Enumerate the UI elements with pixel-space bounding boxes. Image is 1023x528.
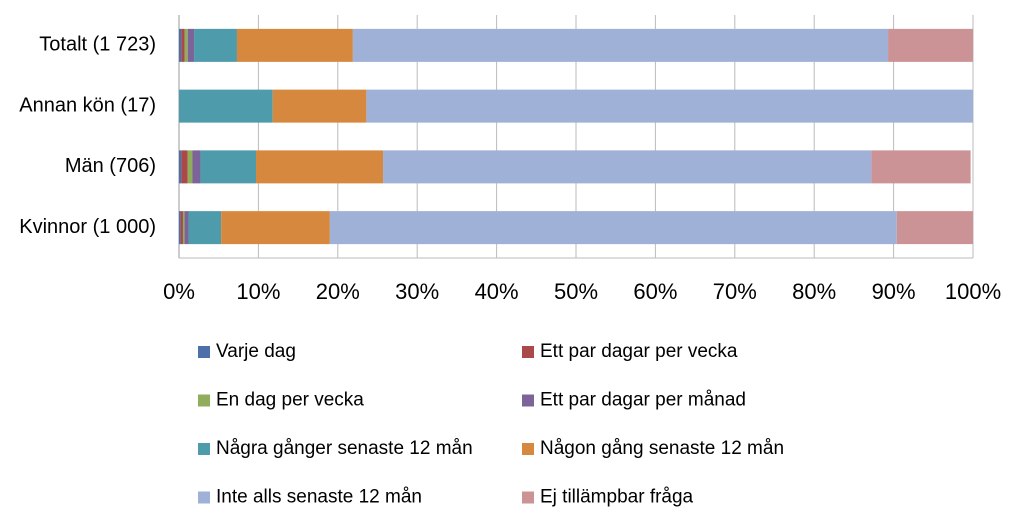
bar-segment <box>352 28 889 62</box>
bar-segment <box>184 28 188 62</box>
y-tick-label: Totalt (1 723) <box>39 34 156 56</box>
bar-segment <box>181 28 185 62</box>
x-tick-label: 10% <box>236 279 280 304</box>
legend-label: Inte alls senaste 12 mån <box>216 487 422 508</box>
legend-label: Ett par dagar per månad <box>540 390 746 411</box>
bar-segment <box>192 150 201 184</box>
x-tick-label: 0% <box>163 279 195 304</box>
bar-segment <box>329 211 897 245</box>
legend-swatch <box>198 443 210 455</box>
bar-segment <box>181 150 188 184</box>
legend-label: En dag per vecka <box>216 390 364 411</box>
legend-label: Ej tillämpbar fråga <box>540 487 694 508</box>
legend-swatch <box>198 346 210 358</box>
bar-segment <box>383 150 872 184</box>
bar-segment <box>187 150 193 184</box>
bar-segment <box>194 28 237 62</box>
y-tick-label: Kvinnor (1 000) <box>19 216 156 238</box>
bar-segment <box>236 28 353 62</box>
x-tick-label: 40% <box>475 279 519 304</box>
legend-swatch <box>198 491 210 504</box>
bar-segment <box>182 211 185 245</box>
legend-label: Ett par dagar per vecka <box>540 341 738 362</box>
bar-segment <box>179 89 273 123</box>
x-tick-label: 50% <box>554 279 598 304</box>
x-tick-label: 70% <box>713 279 757 304</box>
legend-label: Någon gång senaste 12 mån <box>540 438 784 459</box>
bar-segment <box>179 211 181 245</box>
bar-segment <box>180 211 183 245</box>
legend-swatch <box>198 394 210 407</box>
x-tick-label: 100% <box>945 279 1001 304</box>
legend-swatch <box>522 491 534 504</box>
bar-segment <box>200 150 257 184</box>
x-tick-label: 60% <box>633 279 677 304</box>
x-tick-label: 20% <box>316 279 360 304</box>
x-tick-label: 90% <box>872 279 916 304</box>
bar-segment <box>888 28 973 62</box>
y-tick-label: Män (706) <box>65 155 156 177</box>
bar-segment <box>871 150 971 184</box>
legend-label: Varje dag <box>216 341 296 362</box>
legend-swatch <box>522 346 534 358</box>
legend-label: Några gånger senaste 12 mån <box>216 438 473 459</box>
bar-segment <box>256 150 384 184</box>
bar-segment <box>187 28 195 62</box>
legend-swatch <box>522 443 534 455</box>
bar-segment <box>179 28 182 62</box>
bar-segment <box>896 211 973 245</box>
x-tick-label: 30% <box>395 279 439 304</box>
bar-segment <box>184 211 189 245</box>
bar-segment <box>179 150 182 184</box>
bar-segment <box>188 211 222 245</box>
bar-segment <box>272 89 367 123</box>
bar-segment <box>221 211 330 245</box>
y-tick-label: Annan kön (17) <box>19 94 156 116</box>
legend-swatch <box>522 394 534 407</box>
x-tick-label: 80% <box>792 279 836 304</box>
bar-segment <box>366 89 973 123</box>
